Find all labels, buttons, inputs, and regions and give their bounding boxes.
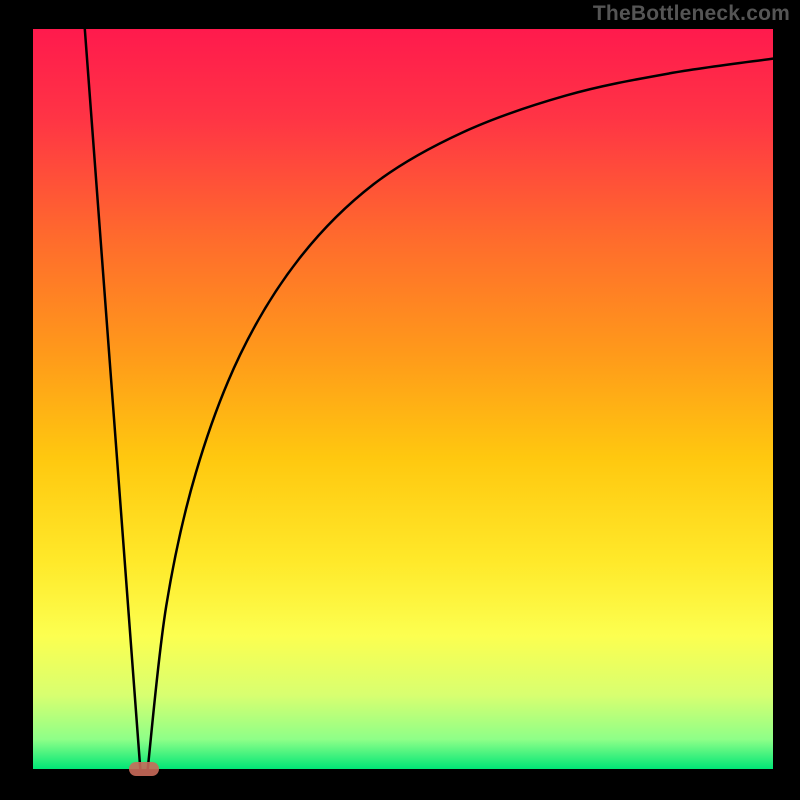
watermark-text: TheBottleneck.com xyxy=(593,2,790,26)
chart-background xyxy=(33,29,773,769)
chart-container: TheBottleneck.com xyxy=(0,0,800,800)
chart-svg xyxy=(0,0,800,800)
minimum-marker xyxy=(129,762,159,776)
